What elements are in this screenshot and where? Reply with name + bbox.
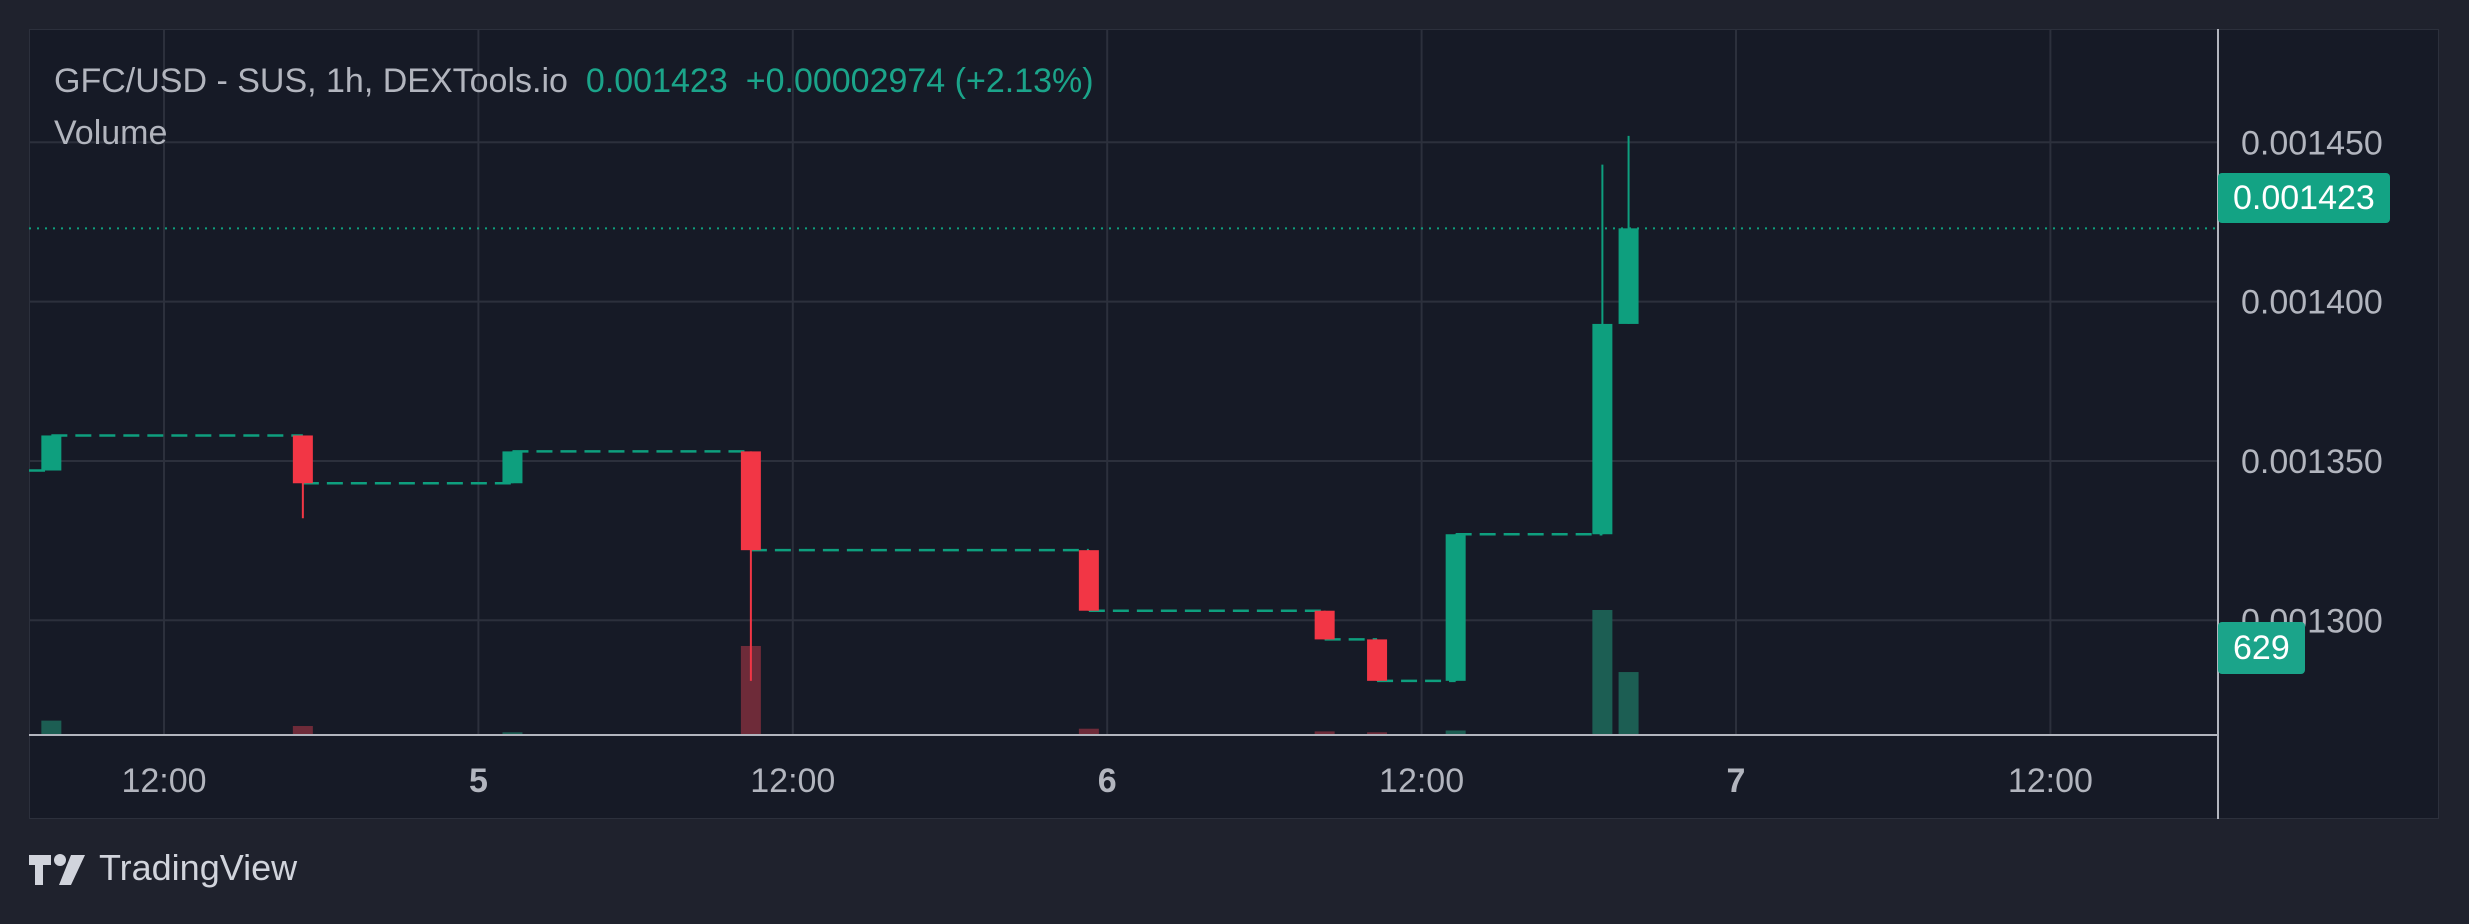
volume-bar — [1592, 610, 1613, 735]
volume-bar — [1367, 732, 1388, 735]
chart-frame — [29, 29, 2439, 819]
gap-lines — [29, 434, 1603, 683]
volume-bar — [740, 645, 761, 735]
y-tick-label: 0.001350 — [2241, 443, 2383, 481]
last-price-tag: 0.001423 — [2218, 173, 2390, 223]
candle-body — [1445, 534, 1466, 681]
x-tick-label: 12:00 — [121, 762, 206, 800]
candle-body — [1592, 323, 1613, 535]
candle-body — [1367, 639, 1388, 681]
x-tick-label: 6 — [1098, 762, 1117, 800]
y-tick-label: 0.001450 — [2241, 124, 2383, 162]
tradingview-brand[interactable]: TradingView — [29, 847, 298, 888]
x-tick-label: 12:00 — [2008, 762, 2093, 800]
x-tick-label: 5 — [469, 762, 488, 800]
volume-bar — [1078, 728, 1099, 735]
candles — [41, 135, 1639, 681]
candle-body — [1618, 228, 1639, 324]
volume-bar — [1618, 672, 1639, 735]
candle-body — [292, 435, 313, 484]
candle-body — [41, 435, 62, 471]
grid — [29, 29, 2218, 735]
legend-change: +0.00002974 (+2.13%) — [745, 62, 1094, 100]
volume-bar — [1314, 731, 1335, 735]
legend-symbol: GFC/USD - SUS, 1h, DEXTools.io — [54, 62, 568, 100]
candle-body — [740, 451, 761, 551]
candle-body — [1314, 610, 1335, 640]
legend-last-price: 0.001423 — [585, 62, 728, 100]
y-tick-label: 0.001400 — [2241, 284, 2383, 322]
candle-body — [502, 451, 523, 484]
volume-bar — [1445, 730, 1466, 735]
volume-bar — [502, 732, 523, 735]
x-axis-ticks: 12:00 5 12:00 6 12:00 7 12:00 — [121, 762, 2092, 800]
x-tick-label: 12:00 — [750, 762, 835, 800]
legend-title: GFC/USD - SUS, 1h, DEXTools.io 0.001423 +0… — [54, 62, 1094, 101]
volume-bars — [41, 610, 1639, 735]
volume-bar — [41, 720, 62, 735]
brand-label: TradingView — [99, 847, 298, 888]
tradingview-logo-icon — [29, 854, 85, 885]
x-tick-label: 12:00 — [1379, 762, 1464, 800]
volume-bar — [292, 726, 313, 735]
legend-volume-label: Volume — [54, 114, 168, 152]
last-volume-tag: 629 — [2218, 622, 2305, 674]
x-tick-label: 7 — [1727, 762, 1746, 800]
candle-body — [1078, 550, 1099, 611]
